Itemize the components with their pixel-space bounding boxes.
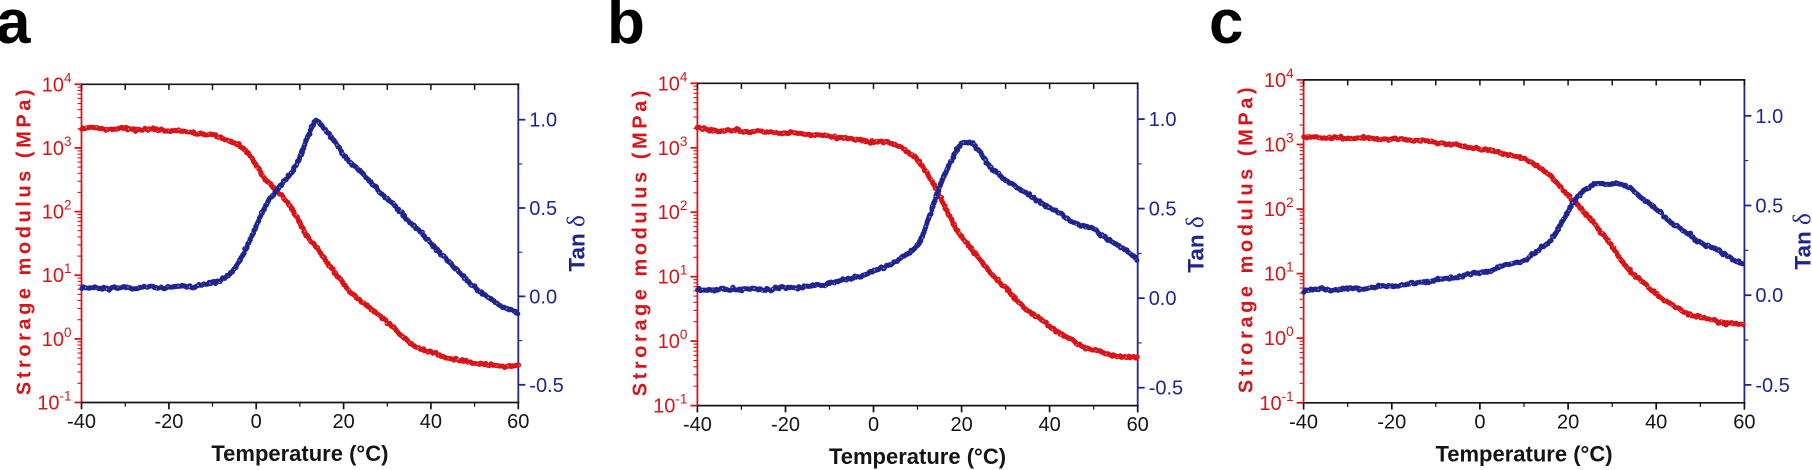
svg-text:1.0: 1.0: [529, 110, 557, 132]
svg-text:-20: -20: [771, 414, 800, 436]
svg-text:0.0: 0.0: [1755, 285, 1783, 307]
svg-text:-0.5: -0.5: [1755, 375, 1789, 397]
svg-text:-40: -40: [67, 411, 96, 433]
svg-text:Strorage modulus (MPa): Strorage modulus (MPa): [14, 86, 36, 395]
svg-text:-20: -20: [154, 411, 183, 433]
svg-text:c: c: [1209, 0, 1243, 57]
svg-text:Tan δ: Tan δ: [1183, 216, 1210, 272]
svg-text:0: 0: [251, 411, 262, 433]
svg-text:-40: -40: [683, 414, 712, 436]
svg-text:Strorage modulus (MPa): Strorage modulus (MPa): [1236, 84, 1258, 393]
svg-text:20: 20: [950, 414, 972, 436]
svg-text:0.5: 0.5: [1755, 196, 1783, 218]
svg-text:b: b: [607, 0, 645, 57]
svg-text:20: 20: [332, 411, 354, 433]
svg-text:Tan δ: Tan δ: [563, 215, 590, 271]
svg-text:102: 102: [42, 198, 72, 224]
svg-text:Strorage modulus (MPa): Strorage modulus (MPa): [629, 87, 651, 396]
svg-text:0.5: 0.5: [1149, 199, 1177, 221]
svg-text:Temperature (°C): Temperature (°C): [829, 444, 1006, 469]
svg-text:40: 40: [420, 411, 442, 433]
svg-text:10-1: 10-1: [653, 392, 687, 418]
svg-text:Tan δ: Tan δ: [1789, 213, 1812, 269]
svg-text:-0.5: -0.5: [1149, 378, 1183, 400]
svg-text:0: 0: [868, 414, 879, 436]
svg-text:a: a: [0, 0, 31, 57]
svg-text:-40: -40: [1289, 411, 1318, 433]
svg-text:0.0: 0.0: [529, 286, 557, 308]
svg-text:-0.5: -0.5: [529, 375, 563, 397]
svg-text:Temperature (°C): Temperature (°C): [211, 441, 388, 466]
svg-text:1.0: 1.0: [1755, 106, 1783, 128]
svg-text:0.5: 0.5: [529, 198, 557, 220]
svg-text:-20: -20: [1377, 411, 1406, 433]
svg-text:0.0: 0.0: [1149, 288, 1177, 310]
svg-text:60: 60: [1127, 414, 1149, 436]
svg-text:20: 20: [1557, 411, 1579, 433]
svg-text:60: 60: [507, 411, 529, 433]
svg-text:60: 60: [1733, 411, 1755, 433]
svg-text:Temperature (°C): Temperature (°C): [1435, 441, 1612, 466]
svg-text:40: 40: [1645, 411, 1667, 433]
svg-text:103: 103: [42, 134, 72, 160]
svg-text:40: 40: [1038, 414, 1060, 436]
svg-text:1.0: 1.0: [1149, 109, 1177, 131]
svg-text:0: 0: [1474, 411, 1485, 433]
